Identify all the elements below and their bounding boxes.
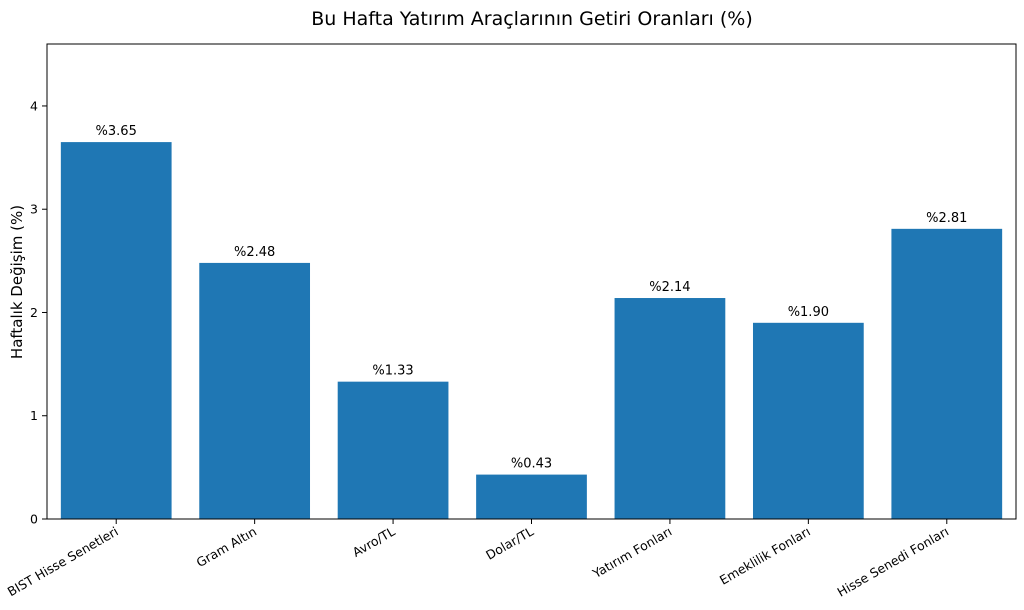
- bar-value-label-4: %0.43: [511, 457, 552, 472]
- x-tick-label-4: Dolar/TL: [483, 524, 536, 563]
- bar-value-label-2: %2.48: [234, 245, 275, 260]
- x-tick-label-7: Hisse Senedi Fonları: [834, 524, 951, 600]
- bar-value-label-7: %2.81: [926, 211, 967, 226]
- bar-6: [752, 322, 864, 519]
- y-tick-label-4: 3: [30, 202, 38, 217]
- plot-area: %3.65 %2.48 %1.33 %0.43 %2.14 %1.90 %2.81 0 1 2 3 4…: [5, 43, 1017, 600]
- y-tick-label-1: 0: [30, 512, 38, 527]
- chart-title: Bu Hafta Yatırım Araçlarının Getiri Oran…: [311, 8, 753, 30]
- bar-value-label-3: %1.33: [372, 364, 413, 379]
- y-tick-label-2: 1: [30, 408, 38, 423]
- y-tick-label-5: 4: [30, 98, 38, 113]
- bar-4: [476, 474, 587, 519]
- y-tick-label-3: 2: [30, 305, 38, 320]
- bar-5: [614, 298, 726, 519]
- x-tick-label-2: Gram Altın: [194, 524, 259, 570]
- bar-value-label-5: %2.14: [649, 280, 690, 295]
- y-axis-label: Haftalık Değişim (%): [8, 205, 26, 359]
- bar-1: [60, 142, 172, 519]
- bar-value-label-6: %1.90: [788, 305, 829, 320]
- plot-frame: [46, 43, 1017, 520]
- x-tick-label-6: Emeklilik Fonları: [717, 524, 813, 588]
- x-tick-label-1: BIST Hisse Senetleri: [5, 524, 121, 600]
- bar-7: [891, 228, 1003, 519]
- bar-2: [199, 262, 311, 519]
- x-tick-label-3: Avro/TL: [350, 524, 398, 560]
- bar-3: [337, 381, 449, 519]
- x-tick-label-5: Yatırım Fonları: [589, 524, 674, 582]
- bar-value-label-1: %3.65: [96, 124, 137, 139]
